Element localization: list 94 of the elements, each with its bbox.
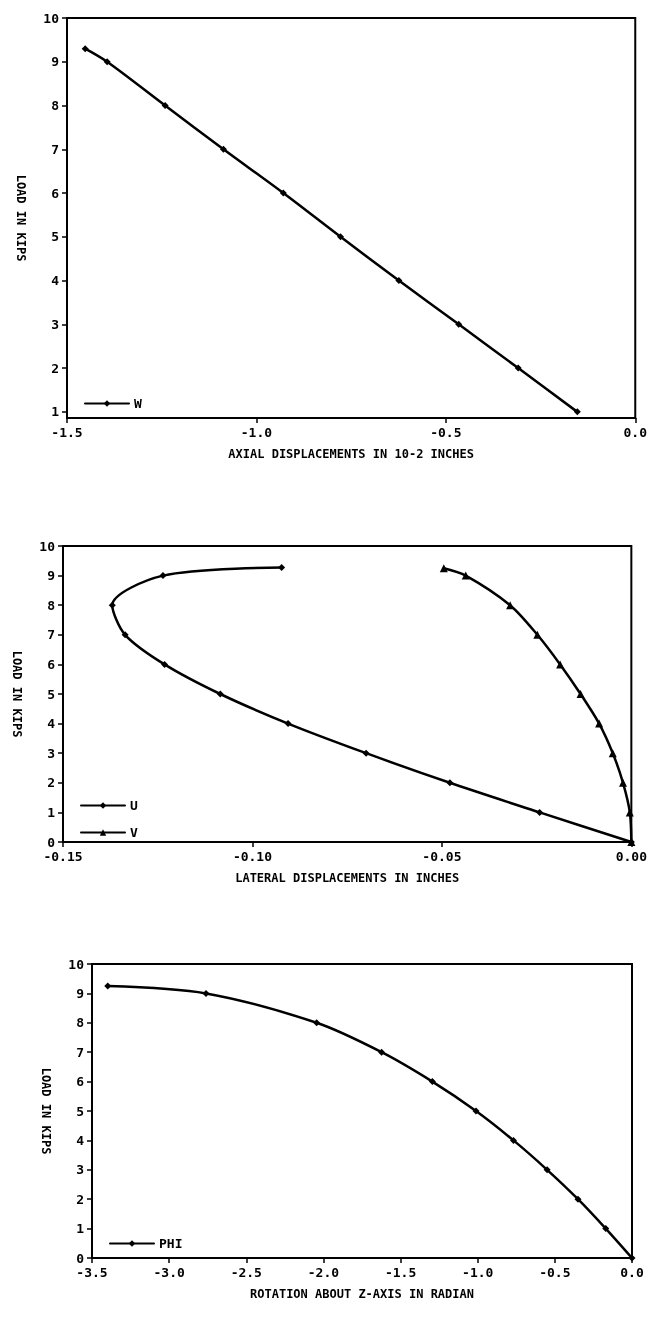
y-tick-label: 10: [39, 538, 56, 554]
y-tick-label: 8: [51, 98, 60, 114]
x-tick-label: -3.0: [153, 1265, 185, 1280]
x-axis-title: ROTATION ABOUT Z-AXIS IN RADIAN: [250, 1287, 474, 1301]
y-tick-label: 4: [47, 716, 56, 732]
point: [362, 749, 370, 757]
y-tick-label: 1: [51, 404, 60, 420]
x-tick-label: -0.10: [232, 849, 273, 864]
x-tick-label: 0.00: [615, 849, 648, 864]
point: [121, 631, 129, 639]
legend-label: PHI: [159, 1236, 183, 1251]
y-tick-label: 7: [51, 141, 59, 157]
point: [602, 1225, 610, 1233]
point: [536, 808, 544, 816]
y-tick-label: 6: [47, 656, 56, 672]
y-tick-label: 2: [51, 360, 59, 376]
point: [337, 233, 345, 241]
x-tick-label: -1.5: [384, 1265, 417, 1280]
point: [313, 1019, 321, 1027]
point: [595, 719, 604, 728]
point: [278, 564, 286, 572]
point: [104, 982, 112, 990]
y-tick-label: 0: [76, 1250, 85, 1266]
point: [103, 58, 111, 66]
point: [81, 45, 89, 53]
x-tick-label: -0.05: [422, 849, 462, 864]
y-tick-label: 8: [47, 597, 56, 613]
x-tick-label: -2.0: [307, 1265, 340, 1280]
legend-label: W: [134, 396, 142, 411]
y-tick-label: 5: [51, 229, 59, 245]
point: [455, 320, 463, 328]
x-tick-label: -1.0: [462, 1265, 494, 1280]
y-tick-label: 10: [68, 956, 85, 972]
y-tick-label: 6: [51, 185, 60, 201]
point: [461, 571, 470, 580]
y-tick-label: 1: [47, 804, 56, 820]
point: [378, 1048, 386, 1056]
y-axis-title: LOAD IN KIPS: [14, 174, 28, 262]
point: [216, 690, 224, 698]
x-tick-label: 0.0: [620, 1265, 644, 1280]
point: [428, 1078, 436, 1086]
point: [619, 778, 628, 787]
point: [395, 277, 403, 285]
point: [159, 572, 167, 580]
point: [576, 690, 585, 698]
x-tick-label: -3.5: [76, 1265, 108, 1280]
x-tick-label: -1.5: [51, 425, 83, 440]
y-tick-label: 9: [47, 568, 55, 584]
x-tick-label: 0.0: [623, 425, 648, 440]
point: [446, 779, 454, 787]
point: [279, 189, 287, 197]
point: [510, 1136, 518, 1144]
y-tick-label: 3: [51, 316, 59, 332]
point: [284, 720, 292, 728]
point: [506, 601, 515, 610]
point: [514, 364, 522, 372]
y-tick-label: 8: [76, 1015, 85, 1031]
y-tick-label: 7: [76, 1044, 84, 1060]
point: [573, 408, 581, 416]
x-tick-label: -0.5: [539, 1265, 571, 1280]
y-tick-label: 1: [76, 1221, 85, 1237]
y-axis-title: LOAD IN KIPS: [10, 650, 24, 738]
y-tick-label: 2: [47, 775, 55, 791]
y-tick-label: 0: [47, 834, 56, 850]
x-tick-label: -0.15: [43, 849, 83, 864]
x-tick-label: -2.5: [230, 1265, 262, 1280]
point: [472, 1107, 480, 1115]
legend-label: U: [130, 798, 138, 813]
point: [161, 102, 169, 110]
point: [202, 989, 210, 997]
x-axis-title: AXIAL DISPLACEMENTS IN 10-2 INCHES: [228, 447, 474, 461]
point: [543, 1166, 551, 1174]
y-tick-label: 10: [43, 10, 60, 26]
x-tick-label: -1.0: [240, 425, 273, 440]
y-tick-label: 4: [76, 1132, 85, 1148]
y-tick-label: 2: [76, 1191, 84, 1207]
y-tick-label: 7: [47, 627, 55, 643]
legend-label: V: [130, 825, 138, 840]
point: [219, 145, 227, 153]
x-axis-title: LATERAL DISPLACEMENTS IN INCHES: [235, 871, 460, 885]
x-tick-label: -0.5: [430, 425, 462, 440]
point: [108, 601, 116, 609]
y-tick-label: 9: [51, 54, 59, 70]
point: [161, 660, 169, 668]
y-tick-label: 5: [76, 1103, 84, 1119]
y-tick-label: 3: [76, 1162, 84, 1178]
y-tick-label: 9: [76, 985, 84, 1001]
y-tick-label: 3: [47, 745, 55, 761]
y-tick-label: 6: [76, 1074, 85, 1090]
y-tick-label: 4: [51, 273, 60, 289]
y-tick-label: 5: [47, 686, 55, 702]
y-axis-title: LOAD IN KIPS: [39, 1067, 53, 1155]
point: [533, 630, 542, 639]
point: [574, 1195, 582, 1203]
